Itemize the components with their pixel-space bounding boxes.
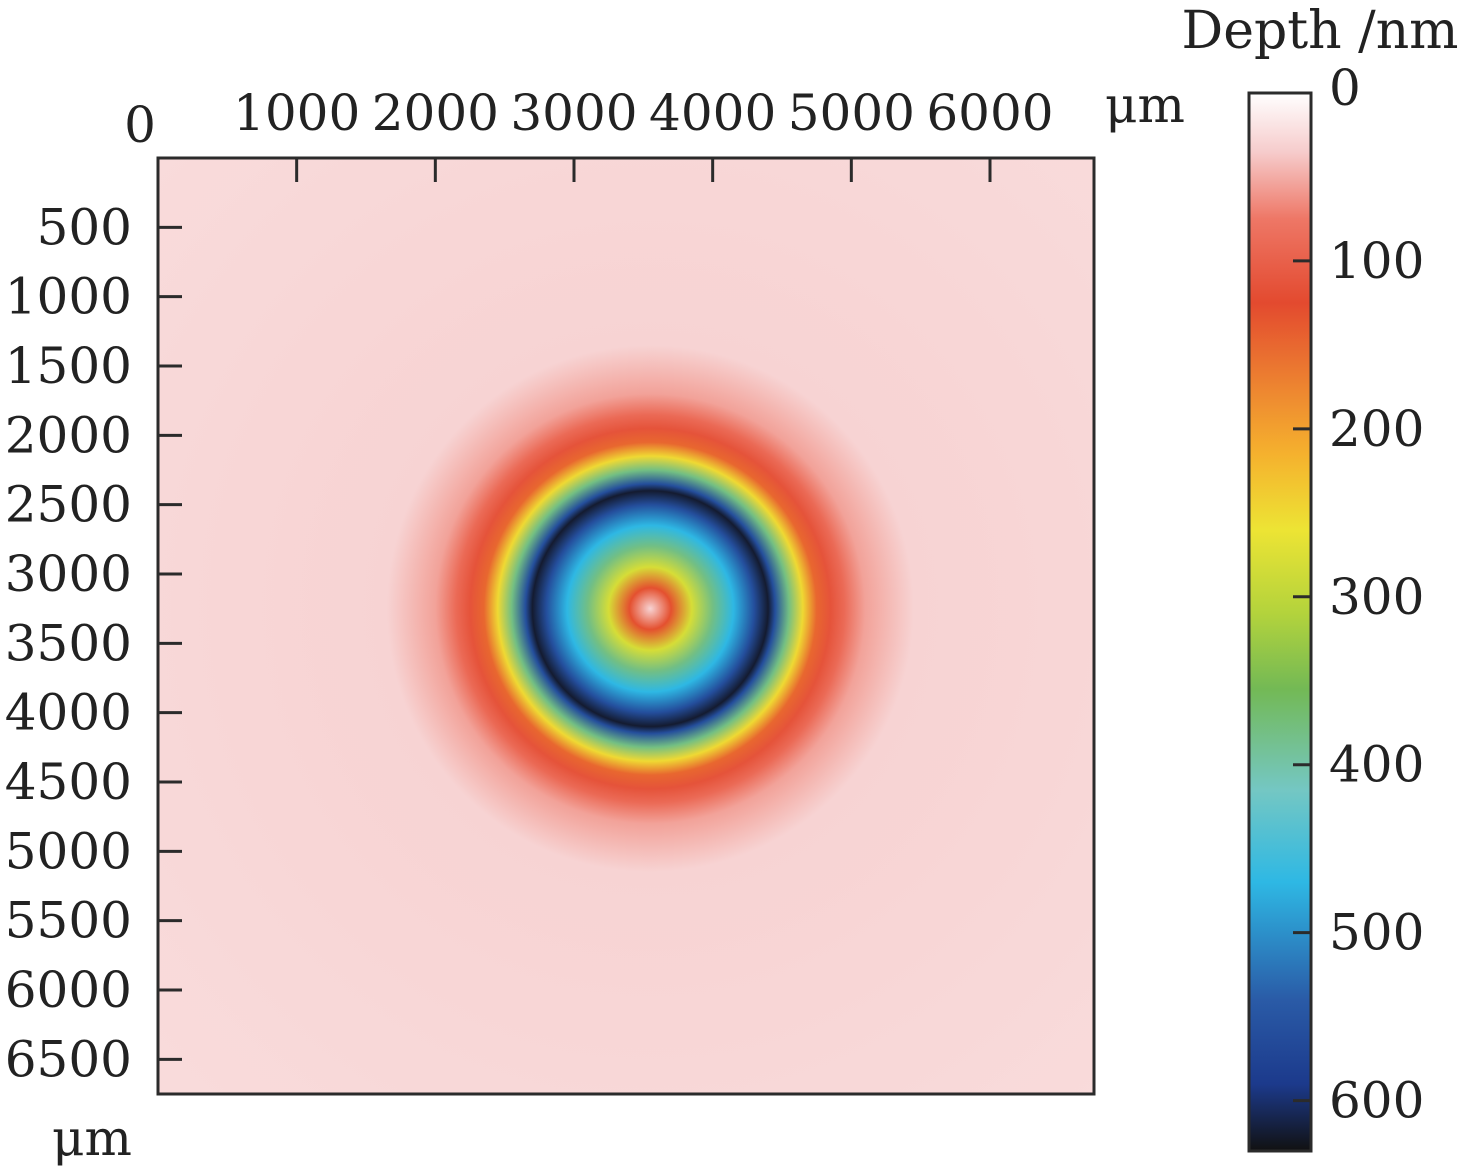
colorbar-tick-label: 0 — [1329, 59, 1361, 117]
y-tick-label: 4500 — [5, 753, 132, 811]
y-tick-label: 5500 — [5, 892, 132, 950]
colorbar-tick-label: 200 — [1329, 400, 1424, 458]
y-tick-label: 5000 — [5, 822, 132, 880]
y-axis-ticks: 500 1000 1500 2000 2500 3000 3500 4000 4500 5000 5… — [5, 198, 182, 1088]
colorbar-ticks: 0 100 200 300 400 500 600 — [1293, 59, 1424, 1130]
y-tick-label: 6000 — [5, 961, 132, 1019]
x-tick-label: 4000 — [649, 84, 776, 142]
y-axis-label: μm — [52, 1109, 132, 1167]
colorbar-tick-label: 500 — [1329, 904, 1424, 962]
colorbar-title: Depth /nm — [1182, 1, 1459, 61]
colorbar-tick-label: 400 — [1329, 736, 1424, 794]
colorbar-tick-label: 600 — [1329, 1072, 1424, 1130]
x-tick-label: 2000 — [372, 84, 499, 142]
plot-frame — [156, 156, 1096, 1096]
colorbar-tick-label: 300 — [1329, 568, 1424, 626]
y-tick-label: 2000 — [5, 406, 132, 464]
x-axis-ticks: 1000 2000 3000 4000 5000 6000 — [233, 84, 1054, 182]
heatmap-plot: 1000 2000 3000 4000 5000 6000 500100015002000… — [5, 76, 1185, 1167]
y-tick-label: 4000 — [5, 684, 132, 742]
y-tick-label: 500 — [37, 198, 132, 256]
y-tick-label: 3500 — [5, 614, 132, 672]
x-axis-origin-label: 0 — [124, 96, 156, 154]
colorbar-tick-label: 100 — [1329, 232, 1424, 290]
heatmap-field — [158, 158, 1094, 1094]
x-tick-label: 3000 — [510, 84, 637, 142]
y-tick-label: 1000 — [5, 268, 132, 326]
y-tick-label: 3000 — [5, 545, 132, 603]
y-tick-label: 6500 — [5, 1030, 132, 1088]
x-tick-label: 5000 — [788, 84, 915, 142]
y-tick-label: 2500 — [5, 476, 132, 534]
x-axis-label: μm — [1105, 76, 1185, 134]
y-tick-label: 1500 — [5, 337, 132, 395]
colorbar-scale — [1247, 91, 1313, 1153]
x-tick-label: 6000 — [926, 84, 1053, 142]
x-tick-label: 1000 — [233, 84, 360, 142]
colorbar: Depth /nm 0 100 200 300 400 500 600 — [1182, 1, 1459, 1153]
